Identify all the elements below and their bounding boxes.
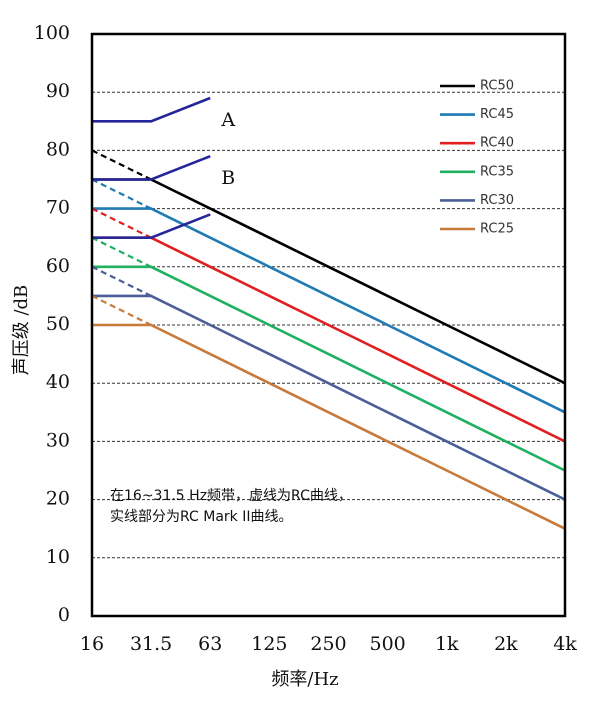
y-tick-label: 30 bbox=[46, 429, 70, 451]
boundary-line bbox=[92, 213, 211, 239]
x-axis-label: 频率/Hz bbox=[271, 669, 338, 690]
legend-label: RC45 bbox=[480, 107, 514, 122]
rc-line bbox=[92, 294, 566, 501]
legend-label: RC30 bbox=[480, 193, 514, 208]
y-tick-label: 100 bbox=[34, 22, 70, 44]
rc-dashed-line bbox=[91, 294, 152, 326]
legend-label: RC35 bbox=[480, 164, 514, 179]
boundary-line bbox=[92, 155, 211, 181]
rc-line bbox=[92, 236, 566, 443]
x-tick-label: 125 bbox=[251, 633, 287, 655]
y-tick-label: 70 bbox=[46, 197, 70, 219]
y-axis-label: 声压级 /dB bbox=[11, 285, 32, 376]
x-tick-label: 4k bbox=[553, 633, 577, 655]
legend-label: RC50 bbox=[480, 79, 514, 94]
rc-dashed-line bbox=[91, 265, 152, 297]
rc-dashed-line bbox=[91, 178, 152, 210]
x-tick-label: 1k bbox=[435, 633, 459, 655]
x-tick-label: 500 bbox=[369, 633, 405, 655]
y-tick-label: 90 bbox=[46, 80, 70, 102]
boundary-line bbox=[92, 96, 211, 123]
rc-dashed-line bbox=[91, 149, 152, 181]
legend-label: RC25 bbox=[480, 222, 514, 237]
boundary-label: B bbox=[221, 167, 235, 189]
rc-line bbox=[92, 265, 566, 472]
legend-label: RC40 bbox=[480, 136, 514, 151]
annotation: 在16~31.5 Hz频带，虚线为RC曲线， bbox=[110, 488, 352, 504]
y-tick-label: 50 bbox=[46, 313, 70, 335]
rc-line bbox=[92, 323, 566, 530]
y-tick-label: 20 bbox=[46, 488, 70, 510]
rc-dashed-line bbox=[91, 236, 152, 268]
annotation: 实线部分为RC Mark II曲线。 bbox=[110, 509, 293, 525]
boundary-label: A bbox=[220, 109, 235, 131]
y-tick-label: 60 bbox=[46, 255, 70, 277]
rc-dashed-line bbox=[91, 207, 152, 239]
x-tick-label: 16 bbox=[80, 633, 104, 655]
x-tick-label: 31.5 bbox=[130, 633, 172, 655]
rc-line bbox=[92, 207, 566, 414]
x-tick-label: 63 bbox=[198, 633, 222, 655]
x-tick-label: 2k bbox=[494, 633, 518, 655]
rc-line bbox=[92, 178, 566, 385]
plot-frame bbox=[90, 32, 567, 618]
y-tick-label: 0 bbox=[58, 604, 70, 626]
y-tick-label: 80 bbox=[46, 138, 70, 160]
y-tick-label: 10 bbox=[46, 546, 70, 568]
x-tick-label: 250 bbox=[310, 633, 346, 655]
y-tick-label: 40 bbox=[46, 371, 70, 393]
